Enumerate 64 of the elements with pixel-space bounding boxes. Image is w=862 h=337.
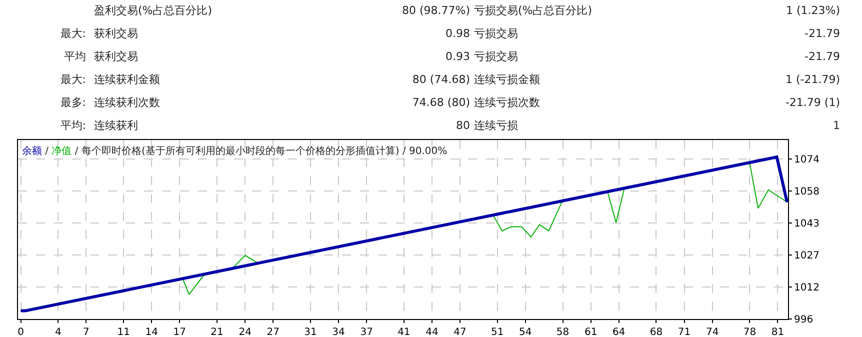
y-tick-label: 1058 [794,186,820,198]
text: 亏损交易(%占总百分比) [473,3,594,19]
text: 盈利交易(%占总百分比) [93,3,214,19]
x-tick-label: 37 [360,327,373,337]
text: 80 (98.77%) [400,3,470,19]
text: 亏损交易 [473,49,519,65]
x-tick-label: 47 [454,327,466,337]
text: 连续获利次数 [93,95,161,111]
y-tick-label: 996 [794,314,814,326]
text: 80 (74.68) [411,72,470,88]
x-tick-label: 44 [426,327,438,337]
x-tick-label: 54 [519,327,532,337]
text: 最大: [59,72,87,88]
text: 1 (1.23%) [784,3,840,19]
x-tick-label: 0 [18,327,24,337]
text: 获利交易 [93,26,139,42]
text: 连续亏损金额 [473,72,541,88]
x-tick-label: 31 [304,327,317,337]
annotation: / [45,146,49,157]
x-tick-label: 11 [117,327,130,337]
x-tick-label: 51 [491,327,504,337]
text: -21.79 [804,26,840,42]
text: 连续亏损 [473,118,519,134]
text: 0.98 [444,26,470,42]
y-tick-label: 1074 [794,154,820,166]
x-tick-label: 58 [556,327,570,337]
text: 1 (-21.79) [784,72,840,88]
annotation: / 每个即时价格(基于所有可利用的最小时段的每一个价格的分形插值计算) / 90.00% [74,146,448,157]
x-tick-label: 78 [743,327,756,337]
text: 平均: [59,118,87,134]
x-tick-label: 71 [678,327,691,337]
text: 余额 [22,145,42,157]
text: 平均 [63,49,87,65]
text: 净值 [52,145,72,157]
text: 连续获利 [93,118,139,134]
text: 连续获利金额 [93,72,161,88]
x-tick-label: 27 [266,327,280,337]
text: 74.68 (80) [411,95,470,111]
x-tick-label: 34 [332,327,345,337]
text: 最多: [59,95,87,111]
x-tick-label: 61 [584,327,598,337]
x-tick-label: 64 [612,327,626,337]
x-tick-label: 24 [238,327,252,337]
y-tick-label: 1043 [794,218,820,230]
x-tick-label: 17 [173,327,186,337]
x-tick-label: 14 [145,327,158,337]
y-tick-label: 1027 [794,250,820,262]
x-tick-label: 74 [706,327,719,337]
x-tick-label: 21 [210,327,224,337]
text: 连续亏损次数 [473,95,541,111]
text: 1 [832,118,840,134]
y-tick-label: 1012 [794,282,820,294]
x-tick-label: 4 [54,327,62,337]
text: 80 [455,118,470,134]
text: -21.79 [804,49,840,65]
text: 亏损交易 [473,26,519,42]
text: 获利交易 [93,49,139,65]
text: 0.93 [444,49,470,65]
x-tick-label: 68 [650,327,663,337]
x-tick-label: 41 [398,327,410,337]
x-tick-label: 7 [83,327,90,337]
text: 最大: [59,26,87,42]
x-tick-label: 81 [771,327,784,337]
text: -21.79 (1) [784,95,840,111]
